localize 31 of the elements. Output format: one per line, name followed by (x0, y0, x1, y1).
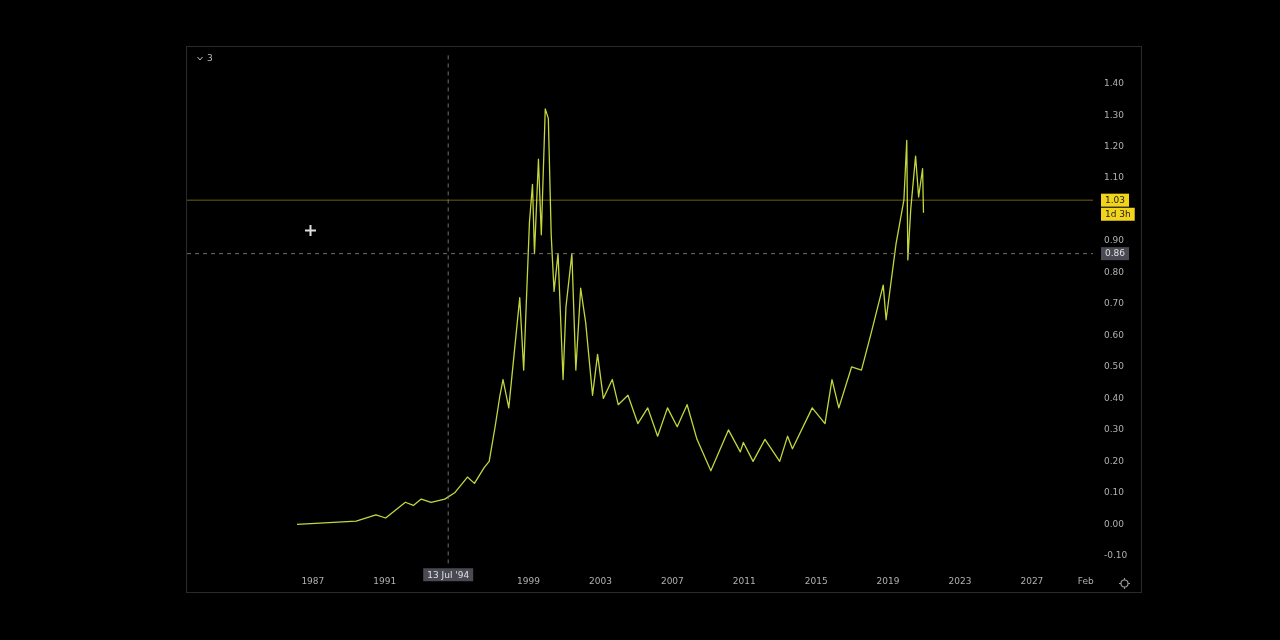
y-tick-label: 1.30 (1104, 109, 1125, 120)
y-tick-label: 0.60 (1104, 329, 1125, 340)
y-tick-label: 0.50 (1104, 361, 1125, 372)
y-tick-label: 0.20 (1104, 455, 1125, 466)
ref-line-label: 1.03 (1105, 194, 1126, 205)
x-tick-label: 2019 (876, 575, 900, 586)
y-tick-label: 0.10 (1104, 487, 1125, 498)
annotation: 3 (207, 53, 213, 64)
y-tick-label: 1.10 (1104, 172, 1125, 183)
ref-line-label: 13 Jul '94 (427, 569, 470, 580)
y-tick-label: 0.40 (1104, 392, 1125, 403)
x-tick-label: 1999 (517, 575, 541, 586)
y-tick-label: 1.40 (1104, 78, 1125, 89)
x-tick-label: 1987 (301, 575, 325, 586)
x-tick-label: 1991 (373, 575, 397, 586)
y-tick-label: -0.10 (1104, 550, 1128, 561)
y-tick-label: 0.90 (1104, 235, 1125, 246)
x-tick-label: 2003 (589, 575, 612, 586)
x-tick-label: 2011 (732, 575, 756, 586)
x-tick-label: 2023 (948, 575, 972, 586)
x-tick-label: 2015 (804, 575, 828, 586)
y-tick-label: 0.80 (1104, 266, 1125, 277)
y-tick-label: 1.20 (1104, 141, 1125, 151)
ref-line-label: 0.86 (1105, 248, 1126, 258)
y-tick-label: 0.00 (1104, 518, 1125, 529)
y-tick-label: 0.70 (1104, 298, 1125, 309)
text: 1d 3h (1105, 208, 1131, 219)
x-tick-label: Feb (1077, 575, 1095, 586)
y-tick-label: 0.30 (1104, 424, 1125, 435)
x-tick-label: 2007 (660, 575, 684, 586)
x-tick-label: 2027 (1020, 575, 1044, 586)
